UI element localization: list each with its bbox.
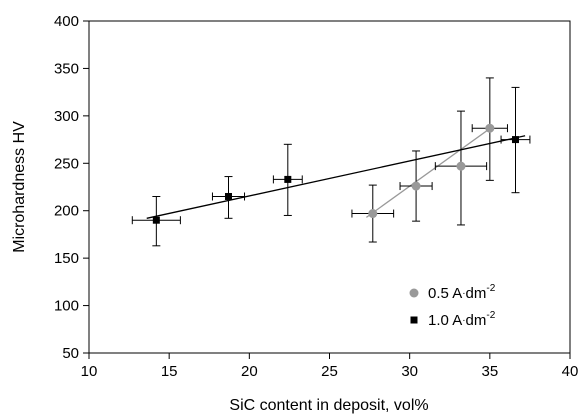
data-point-square bbox=[284, 175, 292, 183]
x-tick-label: 30 bbox=[401, 363, 418, 380]
x-tick-label: 40 bbox=[562, 363, 579, 380]
legend-marker-circle bbox=[409, 288, 419, 298]
legend-label: 1.0 A·dm-2 bbox=[428, 310, 496, 329]
data-point-circle bbox=[456, 161, 466, 171]
y-tick-label: 400 bbox=[54, 13, 79, 30]
legend-marker-square bbox=[410, 316, 418, 324]
y-tick-label: 300 bbox=[54, 108, 79, 125]
x-tick-label: 20 bbox=[241, 363, 258, 380]
trend-line-series-1 bbox=[365, 125, 494, 218]
x-tick-label: 35 bbox=[481, 363, 498, 380]
legend: 0.5 A·dm-2 1.0 A·dm-2 bbox=[409, 283, 496, 329]
data-point-circle bbox=[368, 209, 378, 219]
y-axis-title: Microhardness HV bbox=[11, 121, 28, 253]
y-tick-label: 150 bbox=[54, 250, 79, 267]
x-axis-title: SiC content in deposit, vol% bbox=[229, 397, 428, 414]
data-point-square bbox=[224, 192, 232, 200]
data-points bbox=[152, 123, 519, 224]
legend-label: 0.5 A·dm-2 bbox=[428, 283, 496, 302]
y-tick-label: 350 bbox=[54, 60, 79, 77]
plot-area bbox=[88, 20, 571, 354]
x-axis-ticks: 10 15 20 25 30 35 40 bbox=[81, 353, 579, 380]
y-tick-label: 250 bbox=[54, 155, 79, 172]
y-tick-label: 200 bbox=[54, 203, 79, 220]
data-point-circle bbox=[411, 181, 421, 191]
data-point-circle bbox=[485, 123, 495, 133]
trend-line-series-2 bbox=[146, 135, 526, 219]
y-tick-label: 100 bbox=[54, 298, 79, 315]
trend-lines bbox=[146, 125, 526, 219]
data-point-square bbox=[152, 216, 160, 224]
x-tick-label: 15 bbox=[161, 363, 178, 380]
y-axis-ticks: 50 100 150 200 250 300 350 400 bbox=[54, 13, 89, 362]
y-tick-label: 50 bbox=[62, 345, 79, 362]
x-tick-label: 25 bbox=[321, 363, 338, 380]
x-tick-label: 10 bbox=[81, 363, 98, 380]
data-point-square bbox=[511, 136, 519, 144]
